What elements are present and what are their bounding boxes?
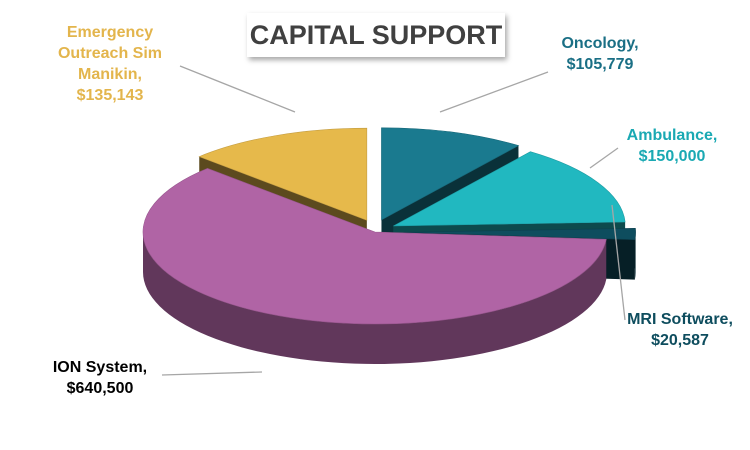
slice <box>381 127 520 221</box>
value-label: $640,500 <box>66 380 134 397</box>
value-label: $20,587 <box>651 332 709 349</box>
data-label: Oncology, $105,779 <box>535 33 665 75</box>
value-label: $105,779 <box>566 56 634 73</box>
leader-line <box>439 71 549 113</box>
category-label: Ambulance, <box>626 127 718 144</box>
leader-line <box>179 65 296 113</box>
category-label: ION System, <box>52 359 148 376</box>
data-label: Ambulance, $150,000 <box>612 125 732 167</box>
slice <box>142 168 607 325</box>
slice <box>403 228 636 240</box>
value-label: $150,000 <box>638 148 706 165</box>
leader-line <box>611 204 626 321</box>
value-label: $135,143 <box>76 87 144 104</box>
category-label: Oncology, <box>561 35 639 52</box>
category-label: MRI Software, <box>627 311 733 328</box>
leader-line <box>589 147 619 169</box>
slice <box>198 127 368 221</box>
category-label: Emergency Outreach Sim Manikin, <box>57 24 163 83</box>
slice <box>393 151 626 227</box>
chart-title: CAPITAL SUPPORT <box>247 13 505 57</box>
leader-line <box>161 371 263 376</box>
data-label: Emergency Outreach Sim Manikin, $135,143 <box>35 22 185 106</box>
data-label: MRI Software, $20,587 <box>615 309 745 351</box>
slice-side <box>143 232 607 365</box>
data-label: ION System, $640,500 <box>40 357 160 399</box>
